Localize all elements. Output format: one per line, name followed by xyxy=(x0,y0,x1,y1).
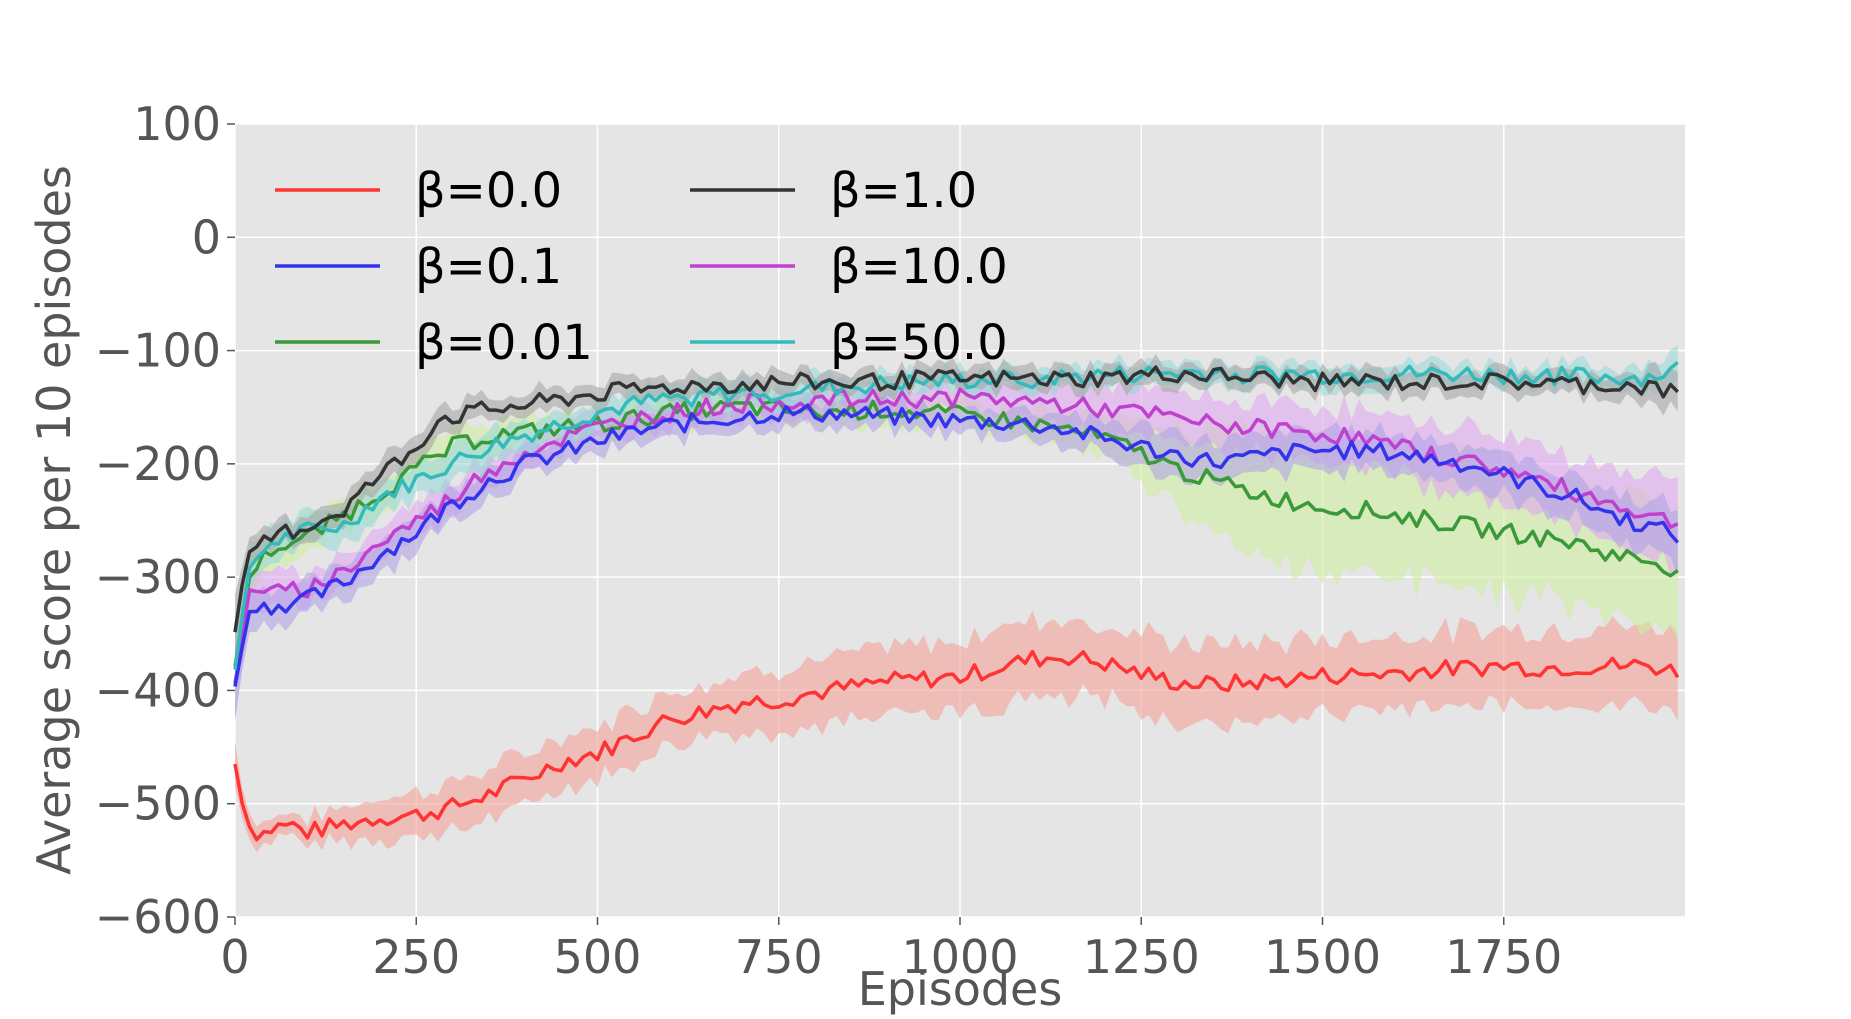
y-tick-label: −500 xyxy=(95,777,221,831)
x-tick-label: 750 xyxy=(735,930,823,984)
y-tick-label: −600 xyxy=(95,890,221,944)
legend-label: β=0.0 xyxy=(415,163,562,219)
x-tick-label: 250 xyxy=(372,930,460,984)
legend-label: β=50.0 xyxy=(830,315,1008,371)
x-tick-label: 1500 xyxy=(1264,930,1381,984)
series-line-2 xyxy=(233,399,1679,667)
legend-label: β=0.1 xyxy=(415,239,562,295)
legend: β=0.0 β=0.1 β=0.01 β=1.0 β=10.0 β=50.0 xyxy=(275,163,1008,371)
x-axis-ticks: 0 250 500 750 1000 1250 1500 1750 xyxy=(220,917,1562,984)
series-line-0 xyxy=(233,649,1680,842)
series-line-3 xyxy=(233,365,1679,633)
x-tick-label: 1250 xyxy=(1083,930,1200,984)
legend-label: β=10.0 xyxy=(830,239,1008,295)
series-line-1 xyxy=(233,403,1680,687)
x-tick-label: 1750 xyxy=(1445,930,1562,984)
legend-label: β=0.01 xyxy=(415,315,593,371)
y-tick-label: −200 xyxy=(95,437,221,491)
y-axis-ticks: 100 0 −100 −200 −300 −400 −500 −600 xyxy=(95,97,235,944)
y-tick-label: −400 xyxy=(95,663,221,717)
x-tick-label: 1000 xyxy=(901,930,1018,984)
x-tick-label: 0 xyxy=(220,930,249,984)
band-0 xyxy=(235,610,1678,853)
x-tick-label: 500 xyxy=(554,930,642,984)
y-tick-label: −300 xyxy=(95,550,221,604)
y-tick-label: −100 xyxy=(95,324,221,378)
y-axis-label: Average score per 10 episodes xyxy=(27,165,81,875)
legend-label: β=1.0 xyxy=(830,163,977,219)
series-lines xyxy=(233,360,1680,842)
y-tick-label: 100 xyxy=(133,97,221,151)
x-axis-label: Episodes xyxy=(858,962,1063,1016)
y-tick-label: 0 xyxy=(192,210,221,264)
